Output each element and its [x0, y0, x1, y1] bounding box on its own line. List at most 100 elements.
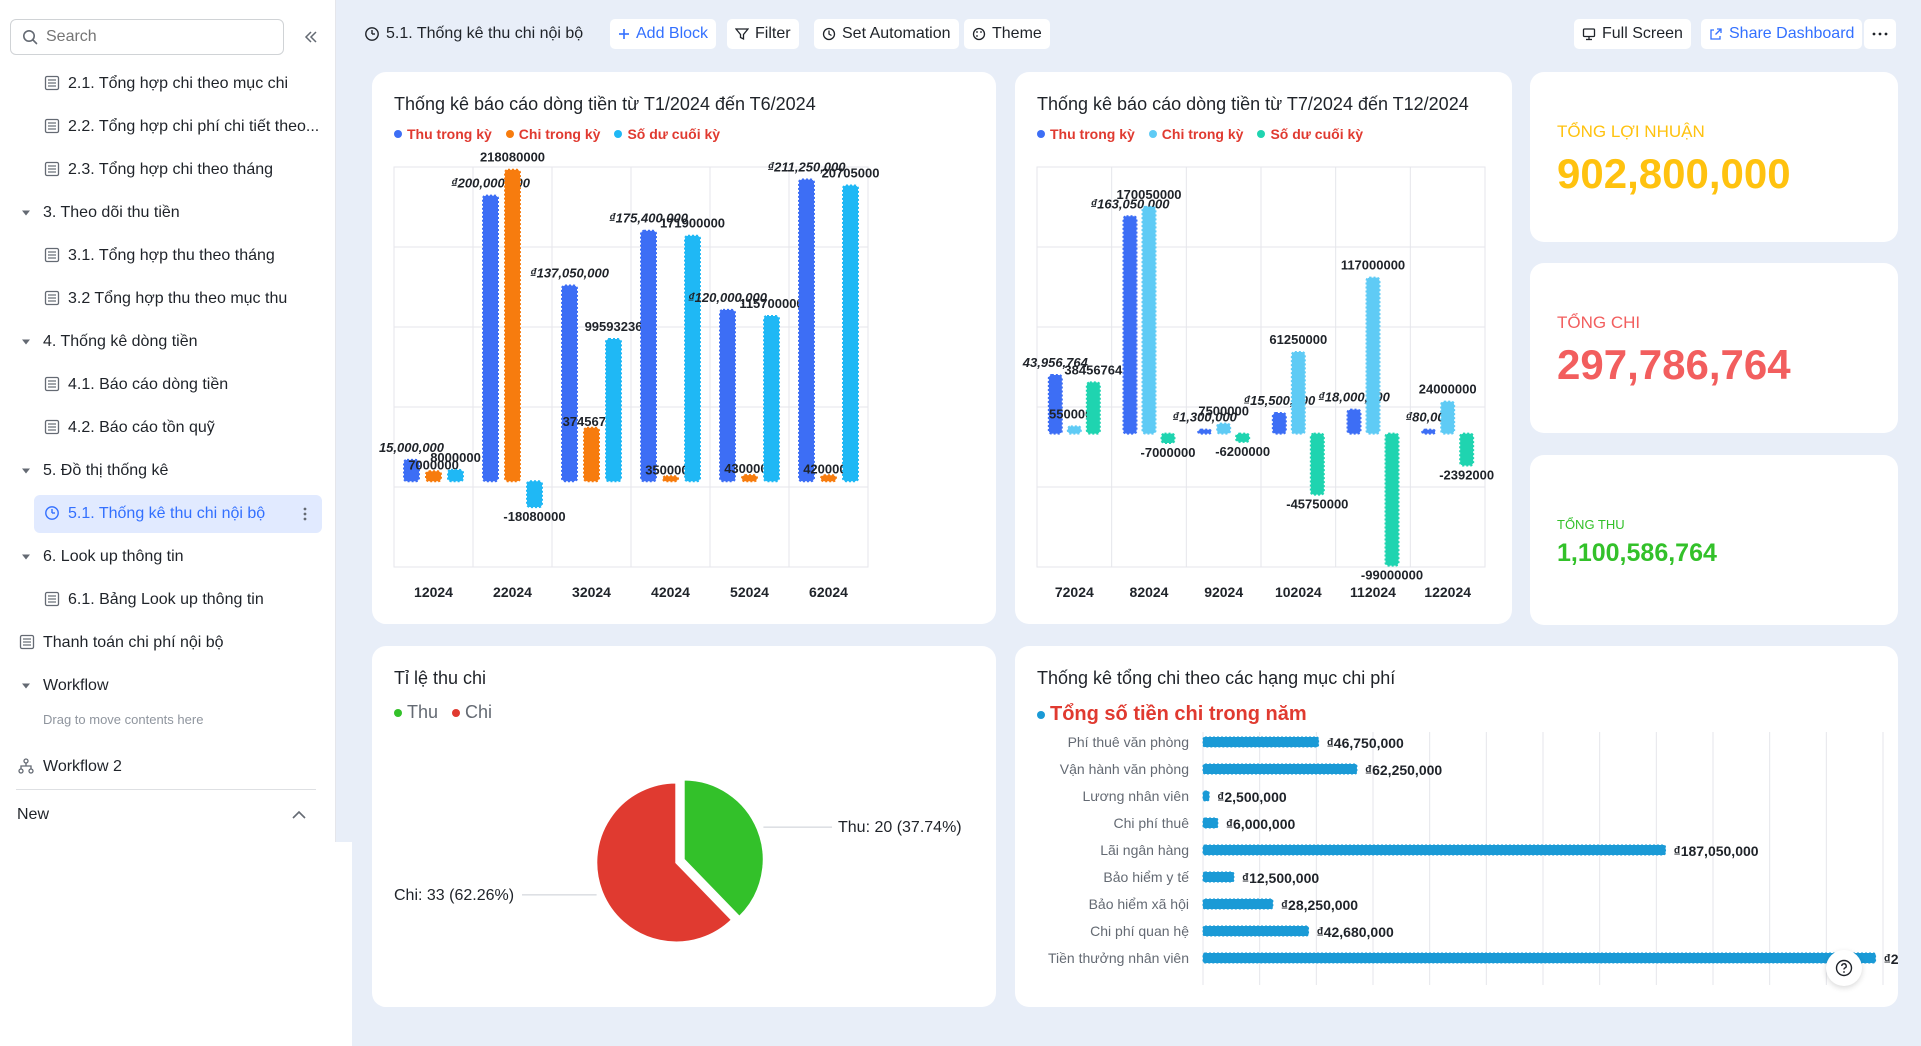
- bar-thu: [1197, 428, 1213, 435]
- bar-sodu: [684, 234, 701, 483]
- caret-down-icon[interactable]: [21, 337, 31, 347]
- legend-item[interactable]: Thu: [394, 702, 438, 723]
- sidebar-folder-5[interactable]: 5. Đồ thị thống kê: [0, 449, 336, 492]
- share-dashboard-label: Share Dashboard: [1729, 25, 1855, 42]
- legend-item[interactable]: Chi: [452, 702, 492, 723]
- sidebar-item-3-2[interactable]: 3.2 Tổng hợp thu theo mục thu: [0, 277, 336, 320]
- category-bar: [1202, 817, 1219, 829]
- category-bar: [1202, 844, 1667, 856]
- sidebar-footer-area: [0, 842, 352, 1046]
- caret-down-icon[interactable]: [21, 466, 31, 476]
- sidebar-item-6-1[interactable]: 6.1. Bảng Look up thông tin: [0, 578, 336, 621]
- sidebar-folder-6[interactable]: 6. Look up thông tin: [0, 535, 336, 578]
- legend-item[interactable]: Thu trong kỳ: [394, 126, 492, 142]
- legend-item[interactable]: Số dư cuối kỳ: [1257, 126, 1363, 142]
- drag-hint: Drag to move contents here: [43, 712, 204, 727]
- sidebar-item-workflow-2[interactable]: Workflow 2: [0, 745, 336, 788]
- caret-down-icon[interactable]: [21, 552, 31, 562]
- double-chevron-left-icon: [304, 31, 317, 43]
- x-tick-label: 12024: [414, 584, 453, 600]
- monitor-icon: [1582, 28, 1596, 41]
- bar-sodu: [842, 184, 859, 483]
- sidebar-folder-3[interactable]: 3. Theo dõi thu tiền: [0, 191, 336, 234]
- dashboard-title: 5.1. Thống kê thu chi nội bộ: [356, 19, 591, 49]
- income-expense-pie-chart: Thu: 20 (37.74%) Chi: 33 (62.26%): [394, 778, 962, 944]
- category-bar: [1202, 871, 1235, 883]
- legend-dot: [505, 130, 514, 138]
- help-button[interactable]: [1826, 950, 1862, 986]
- more-options-button[interactable]: [1864, 19, 1896, 49]
- sidebar-item-4-1[interactable]: 4.1. Báo cáo dòng tiền: [0, 363, 336, 406]
- sidebar-folder-4[interactable]: 4. Thống kê dòng tiền: [0, 320, 336, 363]
- caret-down-icon[interactable]: [21, 208, 31, 218]
- x-tick-label: 82024: [1130, 584, 1169, 600]
- bar-chi: [583, 426, 600, 483]
- legend-label: Chi: [465, 702, 493, 722]
- search-box[interactable]: [10, 19, 284, 55]
- legend-item[interactable]: Chi trong kỳ: [505, 126, 600, 142]
- y-tick-label: Bảo hiểm y tế: [1103, 869, 1189, 885]
- data-label: 20705000: [822, 166, 880, 181]
- theme-button[interactable]: Theme: [964, 19, 1050, 49]
- legend-label: Chi trong kỳ: [1161, 126, 1244, 142]
- search-input[interactable]: [46, 28, 246, 46]
- sidebar-item-2-1[interactable]: 2.1. Tổng hợp chi theo mục chi: [0, 62, 336, 105]
- legend-dot: [1037, 710, 1045, 719]
- sidebar-item-2-3[interactable]: 2.3. Tổng hợp chi theo tháng: [0, 148, 336, 191]
- sidebar-item-4-2[interactable]: 4.2. Báo cáo tồn quỹ: [0, 406, 336, 449]
- collapse-sidebar-button[interactable]: [300, 26, 322, 48]
- plus-icon: [619, 29, 629, 39]
- theme-label: Theme: [992, 25, 1042, 42]
- kpi-thu-value: 1,100,586,764: [1557, 539, 1717, 567]
- legend-item[interactable]: Tổng số tiền chi trong năm: [1037, 703, 1307, 726]
- caret-down-icon[interactable]: [21, 681, 31, 691]
- sidebar-item-label: 6. Look up thông tin: [43, 547, 184, 565]
- data-label: ₫211,250,000: [768, 160, 847, 175]
- pie-label: Chi: 33 (62.26%): [394, 887, 514, 904]
- x-tick-label: 22024: [493, 584, 532, 600]
- bar-chi: [662, 475, 679, 483]
- sidebar-item-label: 4.1. Báo cáo dòng tiền: [68, 375, 229, 393]
- legend-item[interactable]: Số dư cuối kỳ: [614, 126, 720, 142]
- palette-icon: [972, 27, 986, 41]
- bar-chi: [1141, 205, 1157, 435]
- more-vertical-icon[interactable]: [302, 506, 308, 522]
- sidebar-item-5-1[interactable]: 5.1. Thống kê thu chi nội bộ: [0, 492, 336, 535]
- legend-dot: [394, 130, 402, 138]
- card-title: Tỉ lệ thu chi: [394, 668, 487, 688]
- data-label: 61250000: [1269, 332, 1327, 347]
- table-doc-icon: [44, 591, 60, 607]
- data-label: 24000000: [1419, 382, 1477, 397]
- add-block-button[interactable]: Add Block: [610, 19, 717, 49]
- legend-item[interactable]: Thu trong kỳ: [1037, 126, 1135, 142]
- category-bar: [1202, 898, 1274, 910]
- new-section-toggle[interactable]: New: [17, 804, 307, 826]
- sidebar-item-thanh-toan[interactable]: Thanh toán chi phí nội bộ: [0, 621, 336, 664]
- data-label: 115700000: [739, 296, 803, 311]
- legend-item[interactable]: Chi trong kỳ: [1148, 126, 1244, 142]
- category-bar: [1202, 952, 1877, 964]
- chevron-up-icon[interactable]: [291, 810, 307, 820]
- data-label: -45750000: [1286, 497, 1348, 512]
- legend-dot: [614, 130, 623, 138]
- bar-chi: [425, 470, 442, 483]
- bar-thu: [482, 194, 499, 483]
- full-screen-button[interactable]: Full Screen: [1574, 19, 1691, 49]
- new-label: New: [17, 806, 50, 823]
- share-dashboard-button[interactable]: Share Dashboard: [1701, 19, 1863, 49]
- data-label: 7500000: [1198, 404, 1249, 419]
- sidebar-folder-workflow[interactable]: Workflow: [0, 664, 336, 707]
- data-label: -7000000: [1141, 445, 1196, 460]
- table-doc-icon: [44, 161, 60, 177]
- set-automation-button[interactable]: Set Automation: [814, 19, 959, 49]
- cashflow-h2-card: Thống kê báo cáo dòng tiền từ T7/2024 đế…: [1015, 72, 1512, 624]
- filter-button[interactable]: Filter: [727, 19, 799, 49]
- bar-sodu: [1235, 432, 1251, 443]
- sidebar-item-3-1[interactable]: 3.1. Tổng hợp thu theo tháng: [0, 234, 336, 277]
- bar-chi: [820, 474, 837, 483]
- sidebar-item-2-2[interactable]: 2.2. Tổng hợp chi phí chi tiết theo...: [0, 105, 336, 148]
- x-tick-label: 112024: [1350, 584, 1396, 600]
- add-block-label: Add Block: [636, 25, 709, 42]
- data-label: ₫137,050,000: [530, 266, 610, 281]
- bar-thu: [640, 229, 657, 483]
